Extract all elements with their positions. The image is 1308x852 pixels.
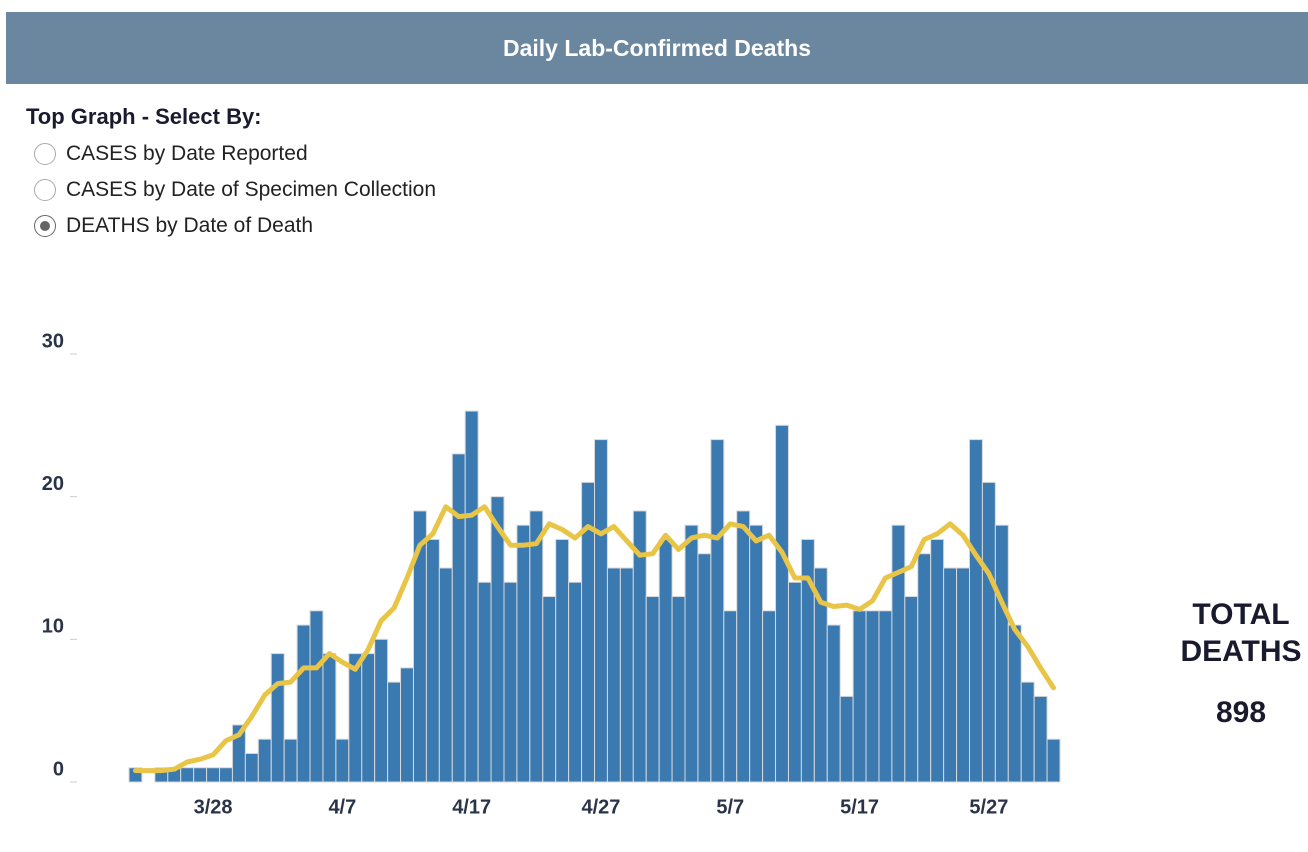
radio-option[interactable]: DEATHS by Date of Death — [26, 208, 436, 244]
total-value: 898 — [1215, 696, 1267, 729]
bar — [425, 538, 440, 783]
bar — [994, 524, 1009, 783]
bar — [645, 596, 660, 783]
bar — [374, 638, 389, 783]
bar — [490, 496, 505, 783]
bar — [981, 481, 996, 783]
bar — [361, 653, 376, 783]
bar — [400, 667, 414, 783]
bar — [335, 738, 350, 783]
bar — [606, 567, 621, 783]
bar — [826, 624, 841, 783]
bar — [917, 553, 932, 783]
x-tick-label: 3/28 — [194, 796, 233, 818]
bar — [387, 681, 402, 783]
bar — [943, 567, 958, 783]
moving-average-line — [133, 504, 1056, 774]
bar — [270, 653, 285, 783]
radio-button[interactable] — [34, 143, 56, 165]
bar — [477, 581, 492, 783]
y-tick-label: 30 — [42, 330, 64, 352]
bar — [619, 567, 634, 783]
x-tick-label: 4/17 — [452, 796, 491, 818]
bar — [865, 610, 880, 783]
option-label[interactable]: CASES by Date Reported — [66, 142, 308, 165]
option-label[interactable]: DEATHS by Date of Death — [66, 214, 314, 237]
bar — [322, 653, 337, 783]
controls-label: Top Graph - Select By: — [26, 104, 262, 129]
bar — [1046, 738, 1061, 783]
bar — [671, 596, 686, 783]
radio-button[interactable] — [34, 215, 56, 237]
header-title: Daily Lab-Confirmed Deaths — [6, 12, 1308, 84]
y-tick-label: 20 — [42, 473, 64, 495]
bar — [555, 538, 570, 783]
bar — [787, 581, 802, 783]
total: TOTAL DEATHS 898 — [1176, 596, 1308, 730]
bar — [180, 767, 195, 783]
bar — [464, 410, 479, 783]
bar — [542, 596, 557, 783]
controls: Top Graph - Select By: CASES by Date Rep… — [26, 104, 436, 244]
bar — [348, 653, 363, 783]
bar — [968, 439, 983, 783]
bar — [904, 596, 919, 783]
bar — [762, 610, 777, 783]
bar — [852, 610, 867, 783]
x-tick-label: 5/7 — [716, 796, 744, 818]
bar — [736, 510, 751, 783]
bar — [775, 424, 789, 783]
bar — [296, 624, 311, 783]
bar — [309, 610, 324, 783]
bar — [257, 738, 272, 783]
bar — [749, 524, 764, 783]
radio-option[interactable]: CASES by Date of Specimen Collection — [26, 172, 436, 208]
bar — [529, 510, 544, 783]
bar — [438, 567, 453, 783]
bar — [193, 767, 208, 783]
bar — [219, 767, 233, 783]
bar — [516, 524, 531, 783]
x-tick-label: 5/17 — [840, 796, 879, 818]
x-tick-label: 5/27 — [969, 796, 1008, 818]
options: CASES by Date Reported CASES by Date of S… — [26, 136, 436, 244]
radio-option[interactable]: CASES by Date Reported — [26, 136, 436, 172]
bar — [684, 524, 699, 783]
bar — [206, 767, 221, 783]
y-tick-label: 0 — [53, 758, 64, 780]
bar — [723, 610, 738, 783]
bar — [710, 439, 725, 783]
y-tick-label: 10 — [42, 616, 64, 638]
bar — [451, 453, 466, 783]
x-tick-label: 4/27 — [581, 796, 620, 818]
bar — [839, 695, 854, 783]
bar — [1033, 695, 1048, 783]
bar — [697, 553, 712, 783]
bar — [658, 538, 673, 783]
bar — [568, 581, 583, 783]
bar — [244, 752, 259, 783]
x-tick-label: 4/7 — [328, 796, 356, 818]
bar — [956, 567, 970, 783]
bar — [1007, 624, 1022, 783]
bar — [503, 581, 518, 783]
radio-button[interactable] — [34, 179, 56, 201]
bar — [891, 524, 906, 783]
bar — [878, 610, 893, 783]
option-label[interactable]: CASES by Date of Specimen Collection — [66, 178, 437, 201]
bar — [930, 538, 945, 783]
bar — [1020, 681, 1035, 783]
bar — [283, 738, 298, 783]
bar — [594, 439, 608, 783]
total-label: TOTAL DEATHS — [1180, 598, 1302, 668]
